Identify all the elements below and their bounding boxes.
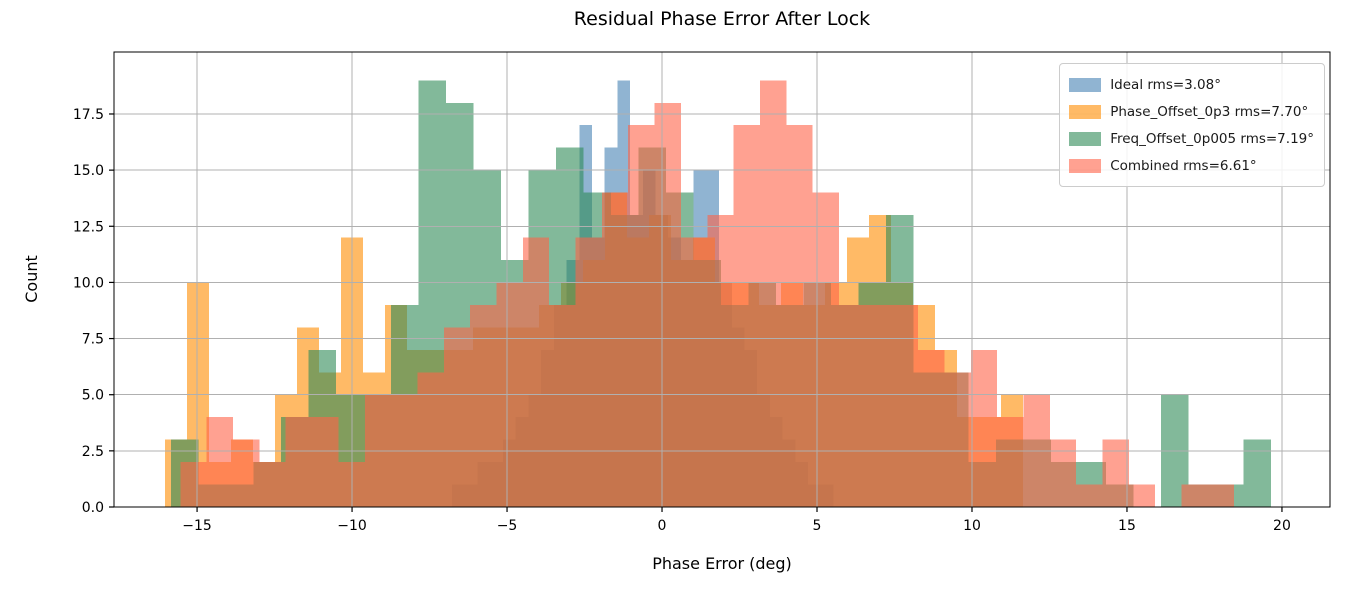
histogram-bar <box>180 462 207 507</box>
histogram-bar <box>970 349 998 507</box>
histogram-bar <box>707 215 734 508</box>
histogram-bar <box>575 237 602 507</box>
legend-label: Combined rms=6.61° <box>1110 157 1257 174</box>
legend-item-combined: Combined rms=6.61° <box>1069 152 1314 179</box>
y-tick-label: 5.0 <box>82 388 104 404</box>
histogram-bar <box>944 372 971 507</box>
legend-swatch <box>1069 77 1102 92</box>
histogram-bar <box>891 304 919 507</box>
legend-swatch <box>1069 158 1102 173</box>
histogram-bar <box>1128 484 1156 507</box>
y-tick-label: 7.5 <box>82 332 104 348</box>
y-tick-label: 0.0 <box>82 500 104 516</box>
legend-label: Ideal rms=3.08° <box>1110 76 1221 93</box>
y-tick-label: 17.5 <box>73 107 104 123</box>
x-tick-label: −5 <box>497 518 518 534</box>
histogram-bar <box>654 102 681 507</box>
legend-swatch <box>1069 131 1102 146</box>
histogram-bar <box>233 439 260 507</box>
histogram-bar <box>1076 484 1103 507</box>
legend-item-phase_offset_0p3: Phase_Offset_0p3 rms=7.70° <box>1069 98 1314 125</box>
y-tick-label: 2.5 <box>82 444 104 460</box>
x-axis-label: Phase Error (deg) <box>652 554 792 573</box>
legend-swatch <box>1069 104 1102 119</box>
x-tick-label: −10 <box>337 518 367 534</box>
histogram-bar <box>1207 484 1235 507</box>
legend-item-freq_offset_0p005: Freq_Offset_0p005 rms=7.19° <box>1069 125 1314 152</box>
histogram-bar <box>417 372 444 507</box>
y-tick-label: 15.0 <box>73 163 104 179</box>
histogram-bar <box>733 125 760 508</box>
histogram-bar <box>680 237 708 507</box>
histogram-bar <box>206 417 234 507</box>
histogram-bar <box>918 349 945 507</box>
histogram-bar <box>1181 484 1208 507</box>
histogram-bar <box>1049 439 1077 507</box>
histogram-bar <box>443 327 471 507</box>
x-tick-label: −15 <box>182 518 212 534</box>
histogram-bar <box>312 417 339 507</box>
x-tick-label: 0 <box>658 518 667 534</box>
plot-border <box>113 51 1331 508</box>
y-axis-label: Count <box>22 255 41 303</box>
histogram-bar <box>759 80 787 508</box>
histogram-bar <box>786 125 813 508</box>
histogram-bar <box>285 417 313 507</box>
legend: Ideal rms=3.08° Phase_Offset_0p3 rms=7.70… <box>1059 63 1325 187</box>
histogram-bar <box>549 304 576 507</box>
x-tick-label: 5 <box>813 518 822 534</box>
x-tick-label: 10 <box>963 518 981 534</box>
histogram-bar <box>839 304 866 507</box>
legend-label: Phase_Offset_0p3 rms=7.70° <box>1110 103 1309 120</box>
x-tick-label: 20 <box>1273 518 1291 534</box>
histogram-bar <box>259 462 286 507</box>
histogram-bar <box>865 304 892 507</box>
histogram-bar <box>997 417 1024 507</box>
legend-item-ideal: Ideal rms=3.08° <box>1069 71 1314 98</box>
y-tick-label: 12.5 <box>73 219 104 235</box>
histogram-bar <box>1102 439 1129 507</box>
histogram-bar <box>522 237 550 507</box>
histogram-bar <box>1243 439 1271 507</box>
x-tick-label: 15 <box>1118 518 1136 534</box>
chart-title: Residual Phase Error After Lock <box>573 8 871 30</box>
legend-label: Freq_Offset_0p005 rms=7.19° <box>1110 130 1314 147</box>
y-tick-label: 10.0 <box>73 275 104 291</box>
histogram-bar <box>628 125 655 508</box>
histogram-bar <box>601 192 629 507</box>
histogram-bar <box>470 304 497 507</box>
